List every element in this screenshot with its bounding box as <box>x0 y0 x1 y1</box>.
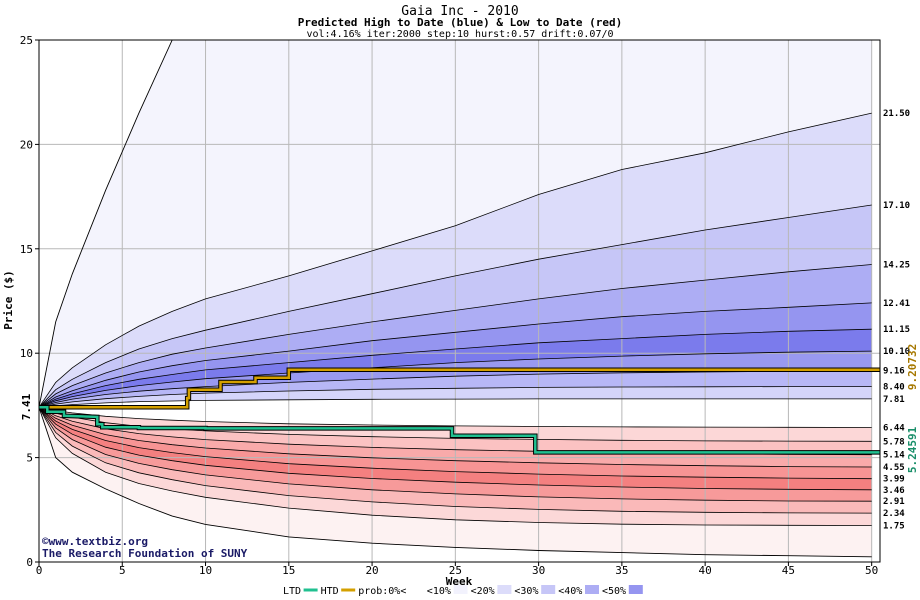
band-low-5 <box>39 407 872 502</box>
band-low-1 <box>39 407 872 455</box>
ltd-series-line <box>39 406 880 454</box>
band-low-0 <box>39 407 872 442</box>
htd-end-label: 9.20732 <box>906 344 919 390</box>
envelope-upper-line <box>39 40 872 408</box>
x-tick-label: 40 <box>699 564 712 577</box>
quantile-end-label: 3.99 <box>883 475 905 485</box>
x-tick-label: 45 <box>782 564 795 577</box>
quantile-end-label: 3.46 <box>883 486 905 496</box>
quantile-line <box>39 407 872 491</box>
band-low-7 <box>39 407 872 526</box>
quantile-line <box>39 204 872 408</box>
grid <box>39 40 880 562</box>
y-tick-label: 10 <box>20 347 33 360</box>
legend-prob-swatch <box>585 585 599 594</box>
quantile-end-label: 1.75 <box>883 521 905 531</box>
axes: 0 5 10 15 20 25 30 35 40 45 50 0 5 10 15 20 25 21.50 17.10… <box>20 34 910 577</box>
legend-prob-swatch <box>409 585 424 594</box>
legend-prob-label: <10% <box>427 586 451 597</box>
chart-subtitle: Predicted High to Date (blue) & Low to D… <box>298 16 623 29</box>
quantile-line <box>39 406 872 480</box>
quantile-line <box>39 398 872 408</box>
x-axis-label: Week <box>446 575 473 588</box>
quantile-end-label: 5.78 <box>883 437 905 447</box>
x-tick-label: 25 <box>449 564 462 577</box>
band-low-outer <box>39 407 872 557</box>
y-axis-label: Price ($) <box>2 270 15 330</box>
legend: LTD HTD prob:0%< <10% <20% <30% <40% <50% <box>283 585 643 597</box>
quantile-end-label: 4.55 <box>883 463 905 473</box>
quantile-end-label: 17.10 <box>883 201 910 211</box>
envelope-lower-line <box>39 407 872 558</box>
legend-prob-label: <30% <box>514 586 538 597</box>
quantile-line <box>39 264 872 408</box>
band-low-6 <box>39 407 872 514</box>
quantile-line <box>39 406 872 428</box>
y-tick-label: 5 <box>26 452 33 465</box>
legend-prob-label: <50% <box>602 586 626 597</box>
quantile-end-label: 2.91 <box>883 497 905 507</box>
y-tick-label: 20 <box>20 138 33 151</box>
x-tick-label: 0 <box>36 564 43 577</box>
band-high-6 <box>39 370 872 408</box>
quantile-line <box>39 302 872 408</box>
legend-prob-swatch <box>628 585 643 594</box>
legend-htd-label: HTD <box>321 586 339 597</box>
legend-prob-label: prob:0%< <box>358 586 406 597</box>
ltd-end-label: 5.24591 <box>906 426 919 473</box>
quantile-end-label: 21.50 <box>883 109 910 119</box>
quantile-end-label: 12.41 <box>883 299 910 309</box>
quantile-end-label: 7.81 <box>883 395 905 405</box>
quantile-end-label: 5.14 <box>883 451 905 461</box>
quantile-line <box>39 407 872 502</box>
plot-frame <box>38 39 881 563</box>
quantile-end-label: 10.10 <box>883 347 910 357</box>
legend-prob-label: <20% <box>471 586 495 597</box>
quantile-end-label: 6.44 <box>883 424 905 434</box>
start-price-label: 7.41 <box>20 393 33 420</box>
x-tick-label: 5 <box>119 564 126 577</box>
legend-ltd-label: LTD <box>283 586 301 597</box>
quantile-line <box>39 370 872 408</box>
credit-site: ©www.textbiz.org <box>42 535 148 548</box>
quantile-line <box>39 112 872 408</box>
series-layer <box>39 367 880 455</box>
y-tick-label: 25 <box>20 34 33 47</box>
quantile-end-label: 11.15 <box>883 325 910 335</box>
quantile-line <box>39 406 872 468</box>
quantile-line <box>39 328 872 408</box>
legend-prob-swatch <box>453 585 468 594</box>
band-high-3 <box>39 302 872 408</box>
legend-prob-label: <40% <box>558 586 582 597</box>
legend-prob-swatch <box>497 585 512 594</box>
quantile-line <box>39 407 872 526</box>
x-tick-label: 20 <box>365 564 378 577</box>
quantile-line <box>39 406 872 442</box>
x-tick-label: 35 <box>615 564 628 577</box>
quantile-end-label: 14.25 <box>883 260 910 270</box>
quantile-line <box>39 386 872 408</box>
band-high-2 <box>39 264 872 408</box>
x-tick-label: 10 <box>199 564 212 577</box>
htd-series-line <box>39 368 880 409</box>
chart-title: Gaia Inc - 2010 <box>401 4 518 19</box>
legend-prob-swatch <box>541 585 556 594</box>
quantile-end-label: 9.16 <box>883 367 905 377</box>
credit-org: The Research Foundation of SUNY <box>42 547 248 560</box>
x-tick-label: 15 <box>282 564 295 577</box>
x-tick-label: 50 <box>865 564 878 577</box>
quantile-line <box>39 407 872 514</box>
quantile-end-label: 2.34 <box>883 509 905 519</box>
chart-params: vol:4.16% iter:2000 step:10 hurst:0.57 d… <box>306 29 613 40</box>
quantile-end-label: 8.40 <box>883 383 905 393</box>
y-tick-label: 0 <box>26 556 33 569</box>
band-high-5 <box>39 351 872 408</box>
band-high-4 <box>39 329 872 408</box>
y-tick-label: 15 <box>20 243 33 256</box>
plot-bands <box>39 40 880 562</box>
x-tick-label: 30 <box>532 564 545 577</box>
plot-area <box>39 40 880 562</box>
